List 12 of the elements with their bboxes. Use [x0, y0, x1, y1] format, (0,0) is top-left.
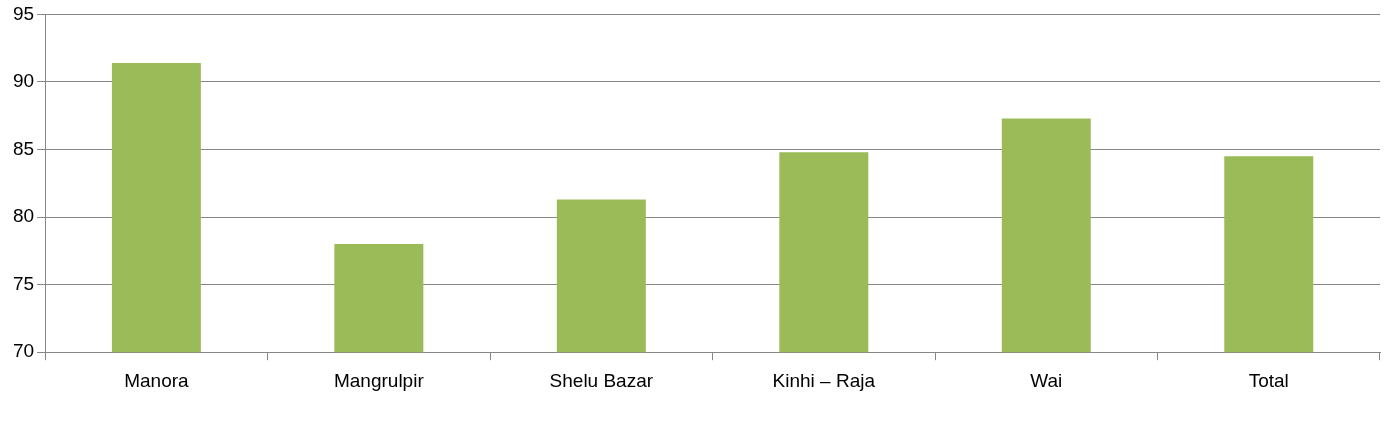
x-tick-label: Kinhi – Raja — [772, 369, 876, 391]
y-tick-label: 70 — [12, 340, 35, 362]
x-tick-label: Mangrulpir — [333, 369, 425, 391]
x-tick-label: Wai — [1030, 369, 1063, 391]
x-tick-label: Total — [1248, 369, 1289, 391]
y-tick-label: 95 — [12, 2, 35, 24]
y-tick-label: 80 — [12, 205, 35, 227]
y-tick-label: 90 — [12, 70, 35, 92]
y-tick-label: 75 — [12, 272, 35, 294]
x-tick-label: Manora — [124, 369, 190, 391]
y-tick-label: 85 — [12, 137, 35, 159]
x-tick-label: Shelu Bazar — [549, 369, 654, 391]
